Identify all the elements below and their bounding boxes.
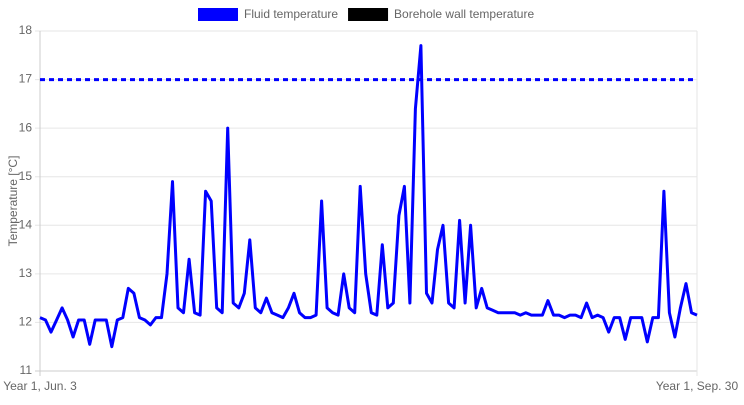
y-tick-label: 16: [19, 120, 33, 134]
legend-label: Borehole wall temperature: [394, 7, 534, 21]
y-tick-label: 15: [19, 169, 33, 183]
legend-swatch: [198, 8, 238, 21]
y-tick-label: 11: [20, 363, 33, 377]
y-axis-label: Temperature [°C]: [6, 156, 20, 247]
x-tick-label: Year 1, Sep. 30: [656, 379, 739, 393]
legend-swatch: [348, 8, 389, 21]
x-tick-label: Year 1, Jun. 3: [3, 379, 77, 393]
y-tick-label: 13: [19, 266, 33, 280]
legend-label: Fluid temperature: [244, 7, 338, 21]
y-tick-label: 17: [19, 72, 33, 86]
series-line: [39, 44, 698, 349]
y-tick-label: 18: [19, 23, 33, 37]
y-tick-label: 14: [19, 217, 33, 231]
y-tick-label: 12: [19, 315, 33, 329]
